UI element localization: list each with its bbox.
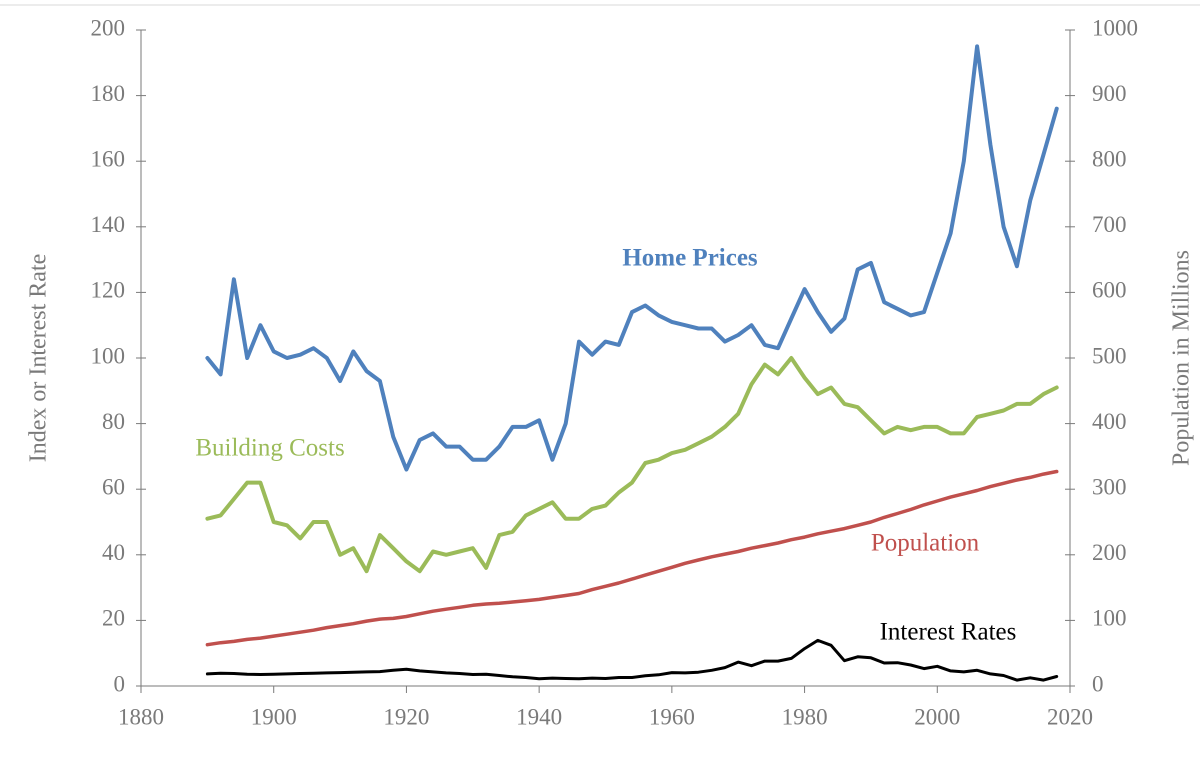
- y-tick-label: 100: [91, 343, 126, 368]
- y-tick-label: 140: [91, 212, 126, 237]
- y2-tick-label: 400: [1092, 409, 1127, 434]
- y2-tick-label: 1000: [1092, 15, 1138, 40]
- x-tick-label: 2000: [914, 704, 960, 729]
- x-tick-label: 2020: [1047, 704, 1093, 729]
- x-tick-label: 1900: [251, 704, 297, 729]
- y-axis-title: Index or Interest Rate: [26, 254, 52, 463]
- x-tick-label: 1980: [782, 704, 828, 729]
- y2-tick-label: 300: [1092, 474, 1127, 499]
- series-line: [205, 469, 1059, 647]
- x-tick-label: 1960: [649, 704, 695, 729]
- series-line: [205, 44, 1059, 472]
- x-tick-label: 1880: [118, 704, 164, 729]
- y-tick-label: 200: [91, 15, 126, 40]
- y-tick-label: 0: [114, 671, 126, 696]
- y2-tick-label: 800: [1092, 146, 1127, 171]
- series-label: Population: [871, 530, 980, 557]
- series-label: Interest Rates: [880, 619, 1017, 646]
- series-line: [205, 356, 1059, 574]
- x-tick-label: 1940: [516, 704, 562, 729]
- series-label: Home Prices: [622, 245, 758, 272]
- y2-tick-label: 200: [1092, 540, 1127, 565]
- y2-tick-label: 900: [1092, 81, 1127, 106]
- y-tick-label: 20: [102, 606, 125, 631]
- series-label: Building Costs: [195, 435, 344, 462]
- y2-tick-label: 0: [1092, 671, 1104, 696]
- y-tick-label: 60: [102, 474, 125, 499]
- y-tick-label: 120: [91, 278, 126, 303]
- y-tick-label: 160: [91, 146, 126, 171]
- y2-tick-label: 100: [1092, 606, 1127, 631]
- y2-axis-title: Population in Millions: [1169, 250, 1195, 466]
- y-tick-label: 180: [91, 81, 126, 106]
- y2-tick-label: 600: [1092, 278, 1127, 303]
- y2-tick-label: 500: [1092, 343, 1127, 368]
- y-tick-label: 80: [102, 409, 125, 434]
- series-line: [205, 638, 1059, 682]
- x-tick-label: 1920: [383, 704, 429, 729]
- y-tick-label: 40: [102, 540, 125, 565]
- y2-tick-label: 700: [1092, 212, 1127, 237]
